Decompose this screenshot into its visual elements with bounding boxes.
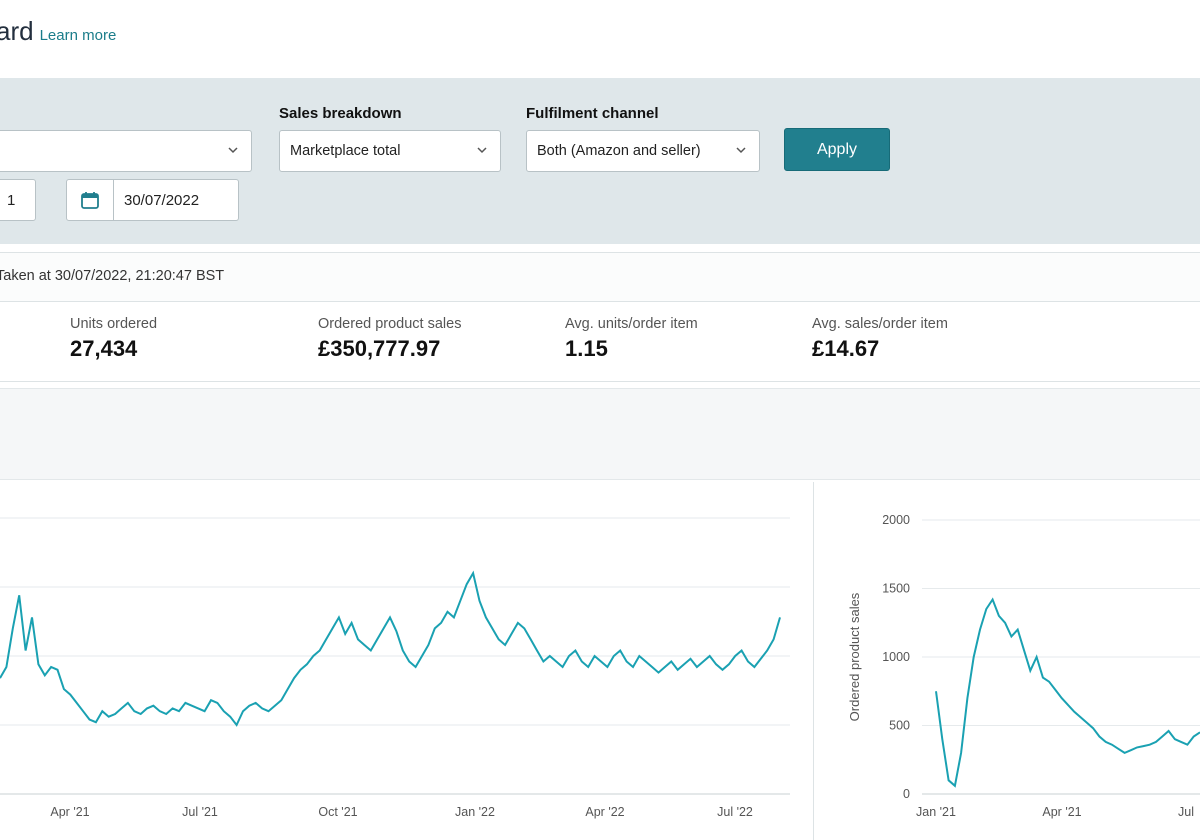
metrics-row: Units ordered 27,434 Ordered product sal… [0, 308, 1200, 382]
x-tick-label: Apr '21 [1042, 805, 1081, 819]
x-tick-label: Oct '21 [318, 805, 357, 819]
fulfilment-channel-value: Both (Amazon and seller) [537, 143, 701, 159]
fulfilment-channel-select[interactable]: Both (Amazon and seller) [526, 130, 760, 172]
end-date-value: 30/07/2022 [124, 191, 200, 209]
metric-value: 1.15 [565, 336, 608, 361]
page-title: ard Learn more [0, 16, 116, 50]
sales-breakdown-label: Sales breakdown [279, 105, 402, 122]
charts-area: Apr '21 Jul '21 Oct '21 Jan '22 Apr '22 Jul '… [0, 482, 1200, 840]
learn-more-link[interactable]: Learn more [39, 27, 117, 44]
ordered-product-sales-series-line [935, 597, 1200, 788]
metric-label: Ordered product sales [318, 316, 462, 332]
chevron-down-icon [228, 147, 238, 154]
page-title-text: ard [0, 16, 34, 46]
units-ordered-series-line [0, 570, 781, 727]
metric-avg-units-per-order-item: Avg. units/order item 1.15 [565, 316, 698, 362]
metric-value: 27,434 [70, 336, 138, 361]
x-tick-label: Jan '21 [916, 805, 956, 819]
fulfilment-channel-label: Fulfilment channel [526, 105, 659, 122]
y-axis-label: Ordered product sales [847, 592, 862, 721]
calendar-icon [81, 192, 99, 209]
metric-units-ordered: Units ordered 27,434 [70, 316, 157, 362]
metric-value: £14.67 [812, 336, 880, 361]
metric-label: Units ordered [70, 316, 158, 332]
snapshot-bar: Taken at 30/07/2022, 21:20:47 BST [0, 252, 1200, 302]
metric-ordered-product-sales: Ordered product sales £350,777.97 [318, 316, 461, 362]
y-tick-label: 1500 [882, 582, 910, 596]
y-tick-label: 2000 [882, 513, 910, 527]
apply-button[interactable]: Apply [784, 128, 890, 171]
comparison-band [0, 388, 1200, 480]
chevron-down-icon [477, 147, 487, 154]
chart-divider [813, 482, 814, 840]
start-date-value: 1 [7, 191, 16, 209]
y-tick-label: 0 [903, 787, 910, 801]
snapshot-timestamp: Taken at 30/07/2022, 21:20:47 BST [0, 268, 225, 284]
start-date-input[interactable]: 1 [0, 179, 36, 221]
end-date-calendar-button[interactable] [66, 179, 114, 221]
filter-bar: Sales breakdown Marketplace total Fulfil… [0, 78, 1200, 244]
x-tick-label: Jul '22 [717, 805, 753, 819]
y-tick-label: 1000 [882, 650, 910, 664]
x-tick-label: Jul [1178, 805, 1194, 819]
x-tick-label: Jan '22 [455, 805, 495, 819]
metric-label: Avg. sales/order item [812, 316, 948, 332]
ordered-product-sales-chart: 0 500 1000 1500 2000 Ordered product sales Jan… [847, 513, 1200, 819]
metric-value: £350,777.97 [318, 336, 441, 361]
x-tick-label: Apr '21 [50, 805, 89, 819]
chevron-down-icon [736, 147, 746, 154]
date-range-select[interactable] [0, 130, 252, 172]
metric-avg-sales-per-order-item: Avg. sales/order item £14.67 [812, 316, 948, 362]
sales-breakdown-value: Marketplace total [290, 143, 401, 159]
x-tick-label: Apr '22 [585, 805, 624, 819]
units-ordered-chart: Apr '21 Jul '21 Oct '21 Jan '22 Apr '22 Jul '… [0, 517, 790, 819]
end-date-input[interactable]: 30/07/2022 [113, 179, 239, 221]
y-tick-label: 500 [889, 719, 910, 733]
x-tick-label: Jul '21 [182, 805, 218, 819]
metric-label: Avg. units/order item [565, 316, 698, 332]
sales-breakdown-select[interactable]: Marketplace total [279, 130, 501, 172]
